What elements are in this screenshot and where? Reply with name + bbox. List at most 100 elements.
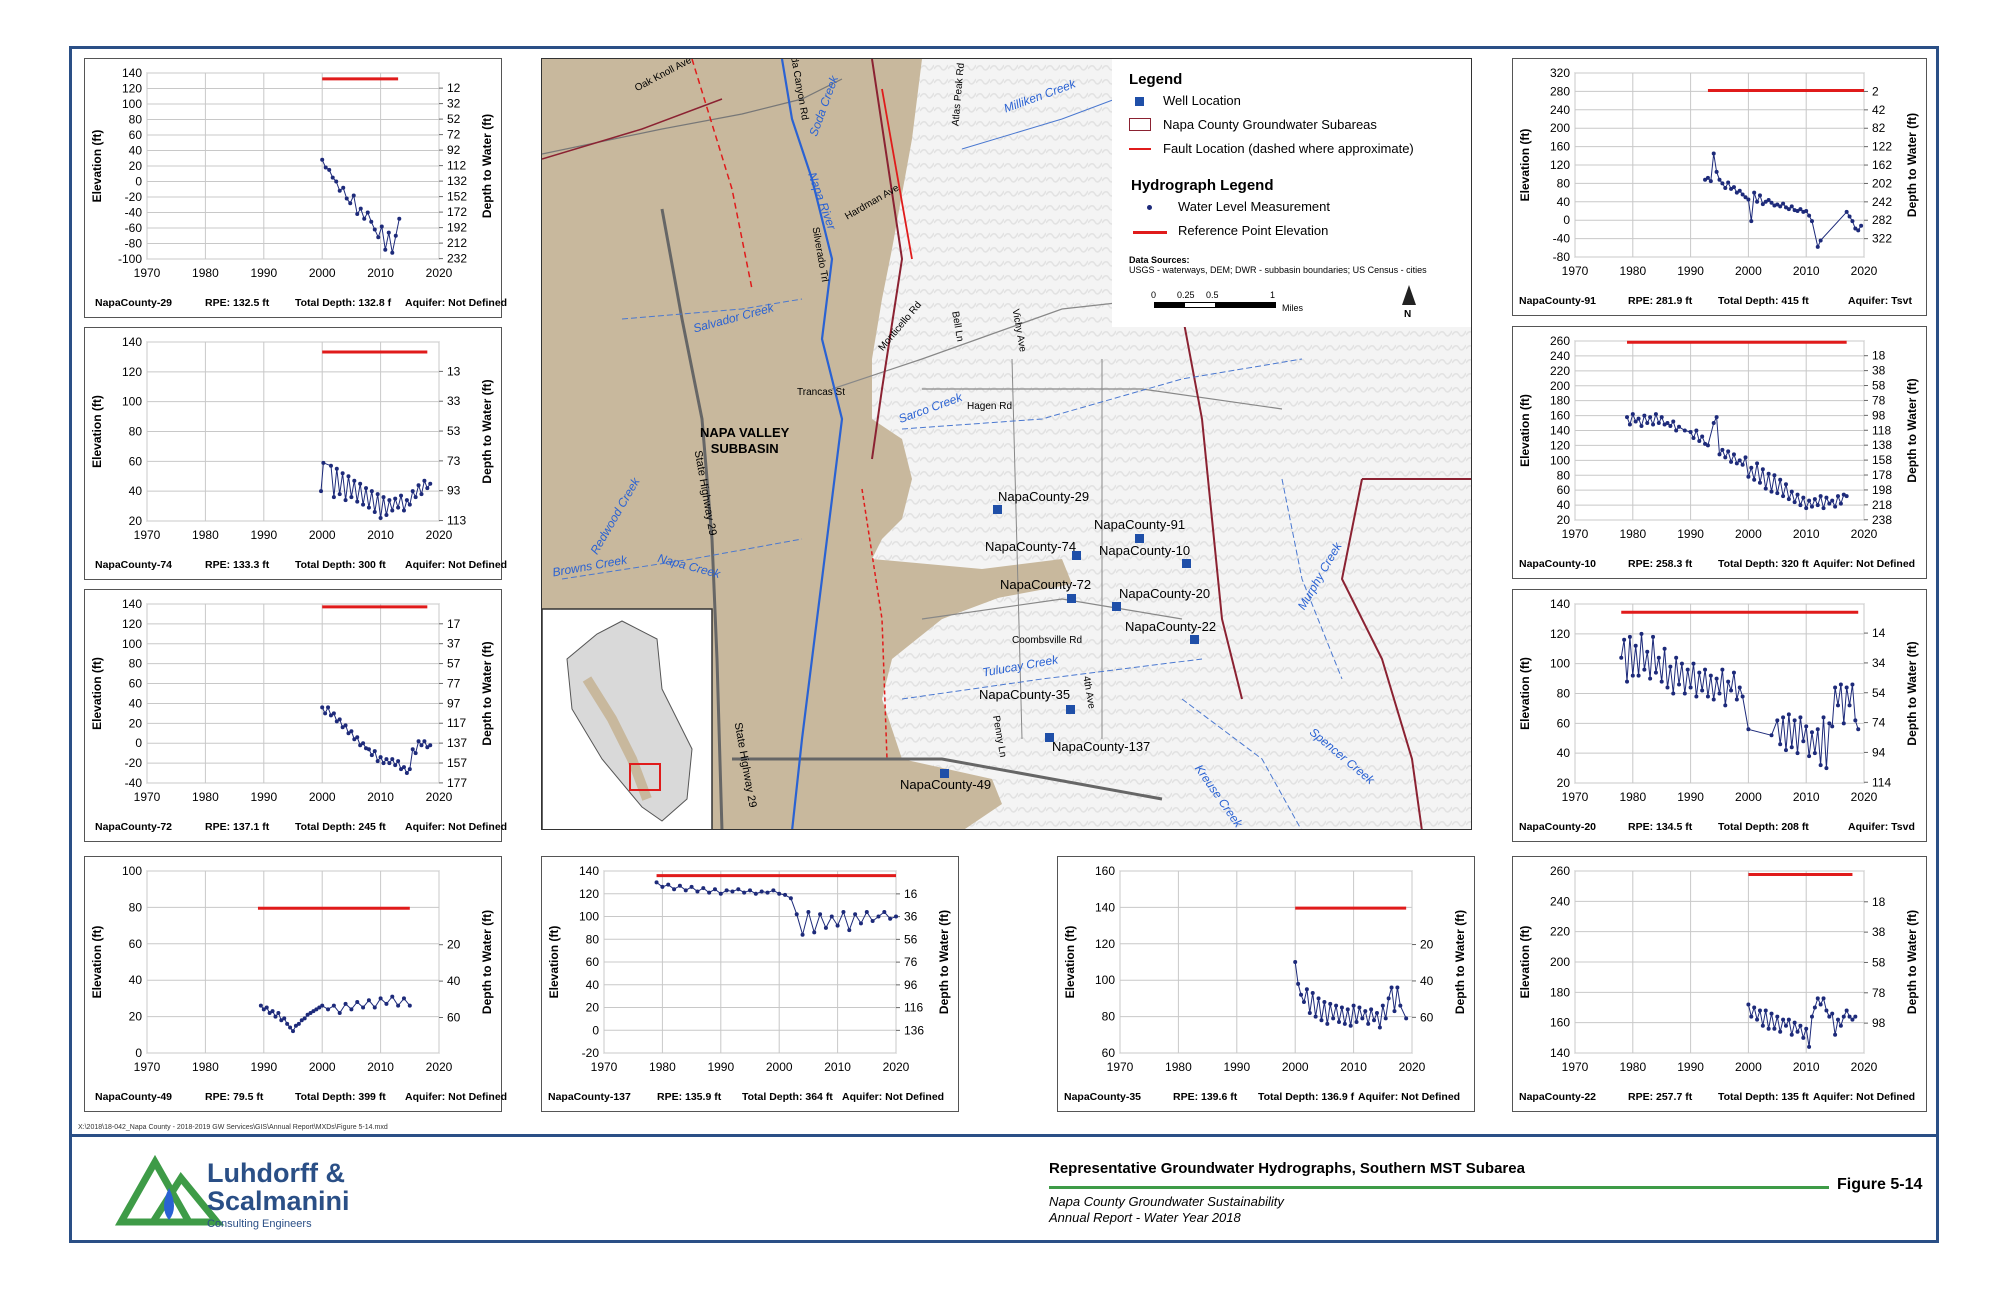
data-point <box>282 1016 287 1021</box>
legend-item: Well Location <box>1163 93 1241 108</box>
aquifer-label: Aquifer: Not Defined <box>405 559 508 571</box>
well-marker[interactable] <box>1190 635 1199 644</box>
data-point <box>1795 1029 1800 1034</box>
data-point <box>383 247 388 252</box>
well-marker[interactable] <box>1066 705 1075 714</box>
data-point <box>1783 748 1788 753</box>
data-point <box>1807 213 1812 218</box>
data-point <box>1697 438 1702 443</box>
data-point <box>384 1001 389 1006</box>
panel-footer: NapaCounty-72 RPE: 137.1 ft Total Depth:… <box>85 821 507 837</box>
well-name: NapaCounty-22 <box>1519 1091 1597 1103</box>
data-point <box>1625 415 1630 420</box>
data-point <box>1731 670 1736 675</box>
data-point <box>1639 424 1644 429</box>
creek-line <box>901 658 1203 700</box>
well-marker[interactable] <box>1072 551 1081 560</box>
well-marker[interactable] <box>1067 594 1076 603</box>
map-canvas <box>542 59 1471 829</box>
data-point <box>1749 219 1754 224</box>
data-point <box>1781 1017 1786 1022</box>
y2-tick-label: 77 <box>447 676 461 690</box>
data-point <box>308 1010 313 1015</box>
data-point <box>375 492 380 497</box>
x-tick-label: 1990 <box>1677 527 1704 541</box>
data-point <box>1633 419 1638 424</box>
data-point <box>1714 415 1719 420</box>
data-point <box>1700 434 1705 439</box>
data-point <box>829 914 834 919</box>
well-name: NapaCounty-35 <box>1064 1091 1142 1103</box>
well-marker[interactable] <box>1045 733 1054 742</box>
data-point <box>1633 643 1638 648</box>
data-point <box>344 196 349 201</box>
x-tick-label: 2020 <box>1399 1060 1426 1074</box>
data-point <box>355 212 360 217</box>
y2-tick-label: 178 <box>1872 468 1892 482</box>
data-point <box>788 896 793 901</box>
rpe-label: RPE: 281.9 ft <box>1628 295 1693 307</box>
data-point <box>1804 724 1809 729</box>
well-marker[interactable] <box>1182 559 1191 568</box>
report-subtitle: Annual Report - Water Year 2018 <box>1049 1210 1241 1225</box>
y-tick-label: 140 <box>1550 597 1570 611</box>
data-point <box>1792 1020 1797 1025</box>
y-tick-label: -80 <box>125 237 143 251</box>
data-point <box>1804 1026 1809 1031</box>
data-point <box>818 912 823 917</box>
data-point <box>1838 1023 1843 1028</box>
hydrograph-panel: 260 240 220 200 180 160 140 120 100 80 60 40 20 1970 1… <box>1512 326 1927 579</box>
data-point <box>270 1009 275 1014</box>
road-label: Trancas St <box>797 387 845 398</box>
x-tick-label: 1980 <box>192 790 219 804</box>
data-point <box>320 705 325 710</box>
well-marker[interactable] <box>1112 602 1121 611</box>
fault-line <box>861 488 888 760</box>
data-point <box>1366 1021 1371 1026</box>
aquifer-label: Aquifer: Not Defined <box>1813 558 1916 570</box>
data-point <box>1682 691 1687 696</box>
well-name: NapaCounty-29 <box>95 297 173 309</box>
y-tick-label: 280 <box>1550 84 1570 98</box>
well-marker[interactable] <box>993 505 1002 514</box>
data-point <box>369 753 374 758</box>
y2-tick-label: 116 <box>904 1001 923 1015</box>
y2-tick-label: 58 <box>1872 379 1886 393</box>
data-point <box>381 761 386 766</box>
data-point <box>366 998 371 1003</box>
data-point <box>1781 201 1786 206</box>
well-marker[interactable] <box>940 769 949 778</box>
y2-tick-label: 16 <box>904 887 918 901</box>
fault-line <box>881 88 913 260</box>
fault-line-icon <box>1129 148 1151 150</box>
data-point <box>1619 655 1624 660</box>
data-point <box>1835 703 1840 708</box>
data-point <box>410 747 415 752</box>
data-point <box>291 1029 295 1034</box>
total-depth-label: Total Depth: 300 ft <box>295 559 386 571</box>
data-point <box>1304 987 1309 992</box>
data-point <box>1757 193 1762 198</box>
data-point <box>1833 504 1838 509</box>
aquifer-label: Aquifer: Not Defined <box>405 1091 508 1103</box>
data-point <box>1729 688 1734 693</box>
data-point <box>1809 730 1814 735</box>
data-point <box>404 498 409 503</box>
total-depth-label: Total Depth: 132.8 f <box>295 297 392 309</box>
data-point <box>1740 462 1745 467</box>
rpe-label: RPE: 258.3 ft <box>1628 558 1693 570</box>
well-marker[interactable] <box>1135 534 1144 543</box>
y2-axis-label: Depth to Water (ft) <box>1905 641 1919 745</box>
y-axis-label: Elevation (ft) <box>1063 926 1077 999</box>
y-tick-label: 200 <box>1550 955 1570 969</box>
y2-tick-label: 57 <box>447 657 461 671</box>
subarea-boundary <box>542 98 723 160</box>
location-map: Oak Knoll Ave Soda Canyon Rd Atlas Peak … <box>541 58 1472 830</box>
x-tick-label: 2000 <box>766 1060 793 1074</box>
y2-tick-label: 94 <box>1872 745 1886 759</box>
y2-tick-label: 117 <box>447 716 466 730</box>
y-tick-label: 60 <box>129 677 143 691</box>
